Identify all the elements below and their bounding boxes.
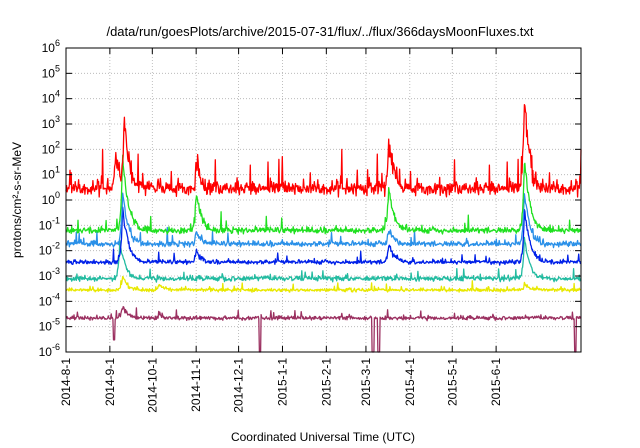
series-line-0 — [65, 305, 582, 353]
y-tick-label: 10-4 — [39, 291, 60, 308]
series-line-1 — [65, 275, 582, 293]
x-tick-label: 2015-3-1 — [359, 358, 373, 406]
series-group — [65, 103, 582, 353]
x-tick-label: 2015-5-1 — [445, 358, 459, 406]
x-tick-label: 2014-9-1 — [103, 358, 117, 406]
grid — [65, 47, 581, 353]
series-line-2 — [65, 236, 582, 283]
x-tick-label: 2015-1-1 — [275, 358, 289, 406]
chart-title: /data/run/goesPlots/archive/2015-07-31/f… — [106, 24, 533, 39]
x-tick-label: 2015-6-1 — [489, 358, 503, 406]
series-line-5 — [65, 154, 582, 235]
y-tick-label: 10-5 — [39, 317, 60, 334]
series-line-4 — [65, 192, 582, 249]
y-tick-label: 100 — [42, 190, 60, 207]
x-tick-label: 2015-2-1 — [319, 358, 333, 406]
y-tick-label: 102 — [42, 139, 60, 156]
x-tick-label: 2014-11-1 — [189, 358, 203, 412]
y-axis-label: protons/cm²-s-sr-MeV — [10, 142, 24, 258]
x-tick-label: 2015-4-1 — [403, 358, 417, 406]
x-axis-label: Coordinated Universal Time (UTC) — [231, 430, 415, 444]
y-axis: 10-6 10-5 10-4 10-3 10-2 10-1 100 101 102 103 104 1… — [39, 38, 581, 359]
y-tick-label: 10-6 — [39, 342, 60, 359]
plot-frame — [65, 47, 582, 353]
y-tick-label: 104 — [42, 89, 60, 106]
y-tick-label: 101 — [42, 165, 60, 182]
y-tick-label: 103 — [42, 114, 60, 131]
x-axis: 2014-8-1 2014-9-1 2014-10-1 2014-11-1 2014-1… — [59, 48, 503, 413]
series-line-6 — [65, 103, 582, 198]
y-tick-label: 10-3 — [39, 266, 60, 283]
x-tick-label: 2014-8-1 — [59, 358, 73, 406]
y-tick-label: 10-2 — [39, 241, 60, 258]
x-tick-label: 2014-10-1 — [145, 358, 159, 413]
series-line-3 — [65, 206, 582, 266]
y-tick-label: 10-1 — [39, 215, 60, 232]
y-tick-label: 105 — [42, 63, 60, 80]
y-tick-label: 106 — [42, 38, 60, 55]
x-tick-label: 2014-12-1 — [232, 358, 246, 413]
